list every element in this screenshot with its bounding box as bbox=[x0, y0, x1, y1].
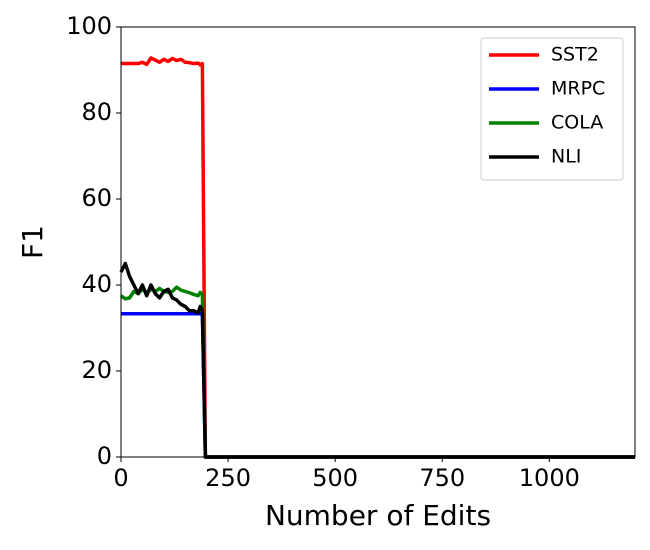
y-tick-label: 0 bbox=[97, 442, 112, 470]
legend-label: NLI bbox=[551, 146, 581, 168]
x-axis-label: Number of Edits bbox=[265, 499, 491, 532]
x-tick-label: 250 bbox=[205, 464, 251, 492]
series-line bbox=[121, 312, 635, 459]
x-tick-label: 500 bbox=[312, 464, 358, 492]
legend-label: MRPC bbox=[551, 78, 605, 100]
y-tick-label: 60 bbox=[81, 184, 112, 212]
y-tick-label: 40 bbox=[81, 270, 112, 298]
legend-label: SST2 bbox=[551, 44, 599, 66]
plot-frame bbox=[120, 26, 636, 458]
y-tick-label: 20 bbox=[81, 356, 112, 384]
y-axis-label: F1 bbox=[16, 225, 49, 259]
legend-box bbox=[480, 37, 624, 181]
x-tick-label: 1000 bbox=[519, 464, 580, 492]
y-tick-label: 80 bbox=[81, 98, 112, 126]
x-tick-label: 0 bbox=[113, 464, 128, 492]
series-line bbox=[121, 56, 635, 459]
x-tick-label: 750 bbox=[419, 464, 465, 492]
y-tick-label: 100 bbox=[66, 12, 112, 40]
legend: SST2 MRPC COLA NLI bbox=[480, 37, 624, 181]
series-line bbox=[119, 261, 635, 459]
legend-label: COLA bbox=[551, 112, 603, 134]
